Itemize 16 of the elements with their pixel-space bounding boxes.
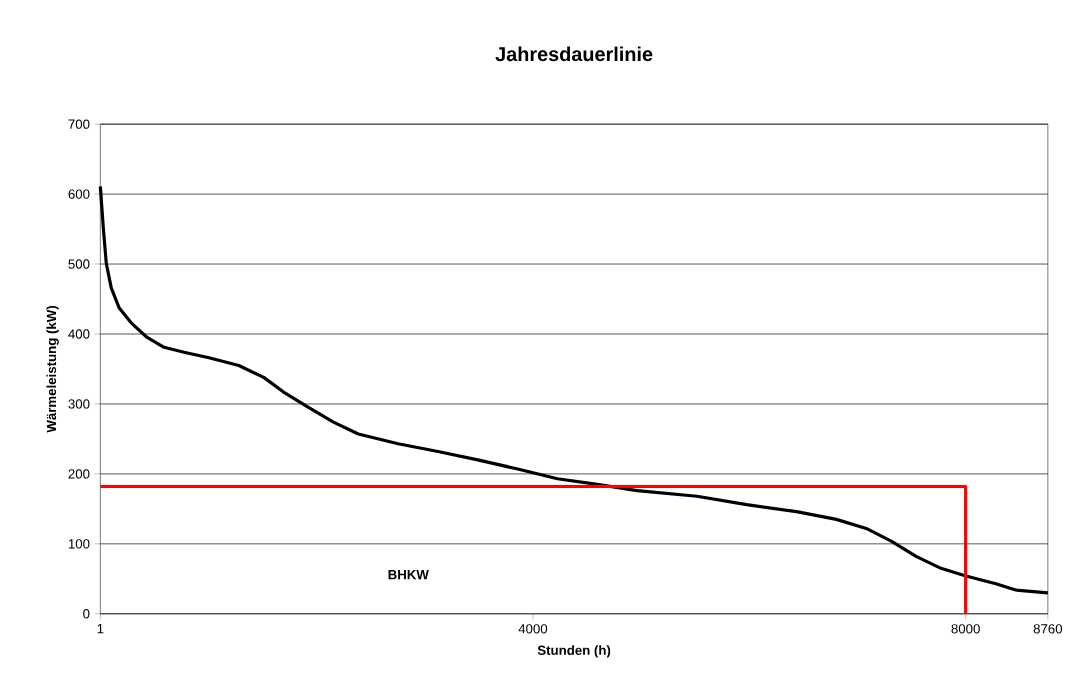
x-tick-label: 8760 [1033,623,1063,634]
x-axis-title: Stunden (h) [537,645,611,658]
y-tick-label: 300 [68,399,90,409]
y-tick-label: 500 [68,259,90,269]
y-tick-label: 100 [68,539,90,549]
annotation: BHKW [388,569,429,580]
y-tick-label: 600 [68,189,90,199]
chart-title: Jahresdauerlinie [495,46,653,62]
y-tick-label: 200 [68,469,90,479]
x-tick-label: 8000 [951,623,980,634]
x-tick-label: 1 [97,623,104,634]
y-tick-label: 0 [83,608,90,619]
y-axis-title: Wärmeleistung (kW) [46,305,59,433]
y-tick-label: 700 [68,119,90,129]
x-tick-label: 4000 [518,623,548,634]
y-tick-label: 400 [68,329,90,339]
